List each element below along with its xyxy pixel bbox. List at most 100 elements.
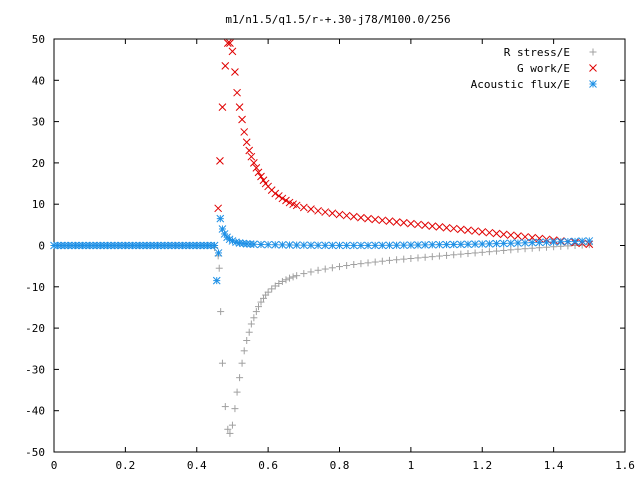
data-point	[464, 250, 472, 258]
data-point	[528, 238, 537, 247]
x-tick-label: 1.6	[615, 459, 635, 472]
data-point	[521, 238, 529, 247]
data-point	[378, 216, 387, 225]
data-point	[167, 241, 176, 250]
data-point	[492, 239, 501, 248]
data-point	[107, 241, 115, 250]
data-point	[218, 103, 227, 111]
series-1	[50, 241, 593, 437]
x-tick-label: 0	[51, 459, 58, 472]
data-point	[435, 240, 444, 249]
data-point	[252, 308, 260, 316]
data-point	[571, 237, 579, 246]
series-3	[50, 214, 594, 285]
data-point	[392, 241, 401, 250]
data-point	[257, 172, 265, 181]
data-point	[449, 224, 458, 233]
data-point	[307, 268, 315, 276]
data-point	[443, 251, 451, 259]
data-point	[254, 168, 263, 177]
data-point	[245, 328, 253, 336]
y-tick-label: -50	[25, 446, 45, 459]
data-point	[478, 240, 487, 248]
data-point	[203, 241, 212, 250]
x-tick-label: 1.4	[544, 459, 564, 472]
data-point	[259, 176, 268, 185]
data-point	[215, 264, 223, 272]
data-point	[257, 240, 265, 249]
data-point	[223, 39, 232, 47]
data-point	[271, 189, 280, 198]
data-point	[514, 239, 522, 247]
data-point	[216, 214, 225, 223]
data-point	[132, 241, 140, 250]
data-point	[235, 103, 244, 111]
data-point	[521, 245, 529, 253]
data-point	[192, 241, 201, 250]
data-point	[278, 277, 286, 285]
data-point	[103, 241, 112, 250]
data-point	[226, 429, 234, 437]
data-point	[321, 265, 329, 273]
data-point	[456, 240, 465, 249]
data-point	[435, 223, 444, 231]
data-point	[278, 241, 287, 249]
data-point	[342, 241, 351, 250]
data-point	[343, 262, 351, 270]
y-tick-label: 10	[32, 198, 45, 211]
x-tick-label: 0.8	[330, 459, 350, 472]
data-point	[185, 241, 194, 250]
chart-title: m1/n1.5/q1.5/r-+.30-j78/M100.0/256	[225, 13, 450, 26]
data-point	[264, 288, 272, 296]
data-point	[242, 138, 251, 147]
data-point	[238, 115, 246, 124]
data-point	[212, 276, 221, 285]
data-point	[421, 253, 429, 261]
data-point	[231, 68, 239, 76]
data-point	[493, 247, 501, 255]
data-point	[542, 238, 551, 247]
data-point	[264, 240, 272, 249]
data-point	[378, 257, 386, 265]
data-point	[378, 241, 387, 250]
data-point	[364, 259, 372, 267]
data-point	[492, 229, 501, 238]
data-point	[214, 249, 223, 257]
legend-label: R stress/E	[504, 46, 570, 59]
data-point	[328, 241, 337, 250]
data-point	[214, 204, 223, 213]
data-point	[85, 241, 94, 250]
data-point	[371, 241, 380, 250]
data-point	[250, 314, 258, 322]
data-point	[64, 241, 73, 250]
data-point	[578, 237, 587, 246]
data-point	[226, 39, 234, 47]
data-point	[121, 241, 130, 250]
data-point	[535, 238, 544, 247]
data-point	[321, 241, 330, 250]
data-point	[245, 146, 254, 155]
data-point	[271, 240, 280, 249]
data-point	[285, 241, 294, 249]
data-point	[478, 228, 487, 236]
data-point	[233, 88, 241, 97]
data-point	[314, 241, 322, 250]
data-point	[507, 246, 515, 254]
data-point	[564, 237, 572, 246]
data-point	[364, 214, 372, 223]
data-point	[307, 205, 315, 214]
data-point	[221, 61, 230, 70]
data-point	[450, 251, 458, 259]
data-point	[349, 241, 358, 250]
data-point	[456, 225, 465, 234]
data-point	[471, 249, 479, 257]
data-point	[139, 241, 148, 250]
data-point	[224, 425, 232, 433]
axes: 0 0.2 0.4 0.6 0.8 1 1.2 1.4 1.6 50 40 30 20 10 0 -10 -20…	[25, 33, 635, 472]
data-point	[252, 164, 261, 172]
data-point	[400, 255, 408, 263]
data-point	[282, 276, 290, 284]
data-point	[442, 240, 451, 249]
data-point	[556, 237, 565, 246]
